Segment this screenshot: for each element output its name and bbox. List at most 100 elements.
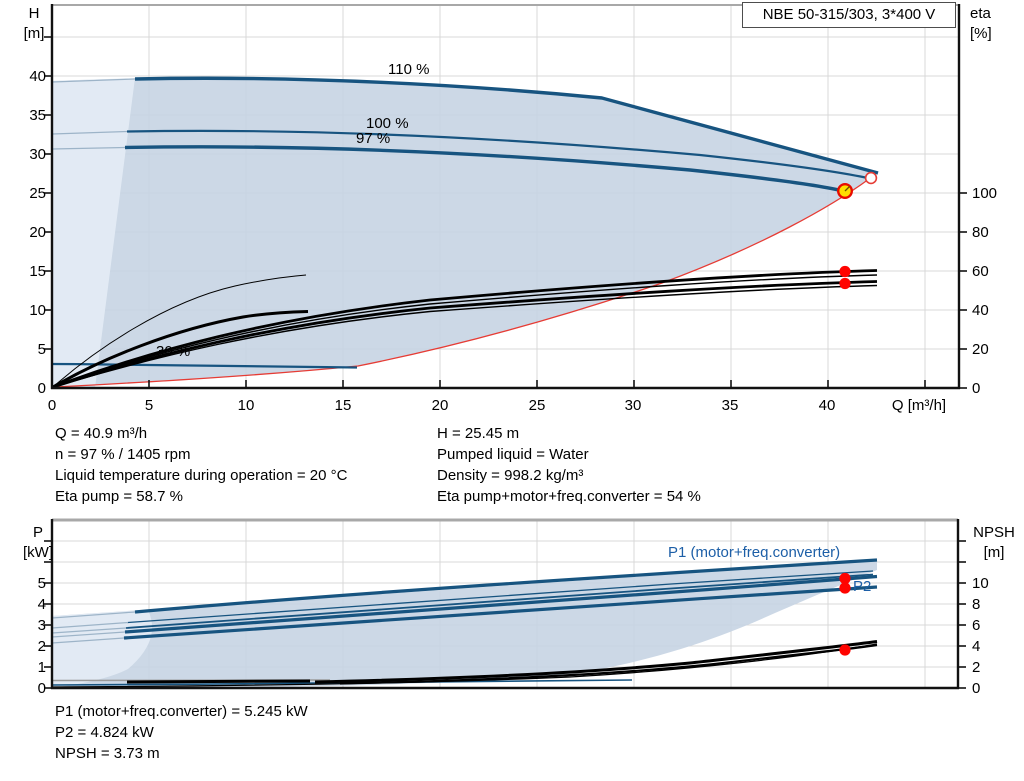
tick-label: 0 xyxy=(38,680,46,697)
flow-limit-curve xyxy=(55,178,870,388)
npsh-curve-lower xyxy=(339,643,878,685)
p1-100pct-curve xyxy=(125,573,874,629)
tick-label: 20 xyxy=(432,397,449,414)
p1-110pct-curve xyxy=(134,558,878,614)
preferred-region xyxy=(52,78,135,388)
info-line-speed: n = 97 % / 1405 rpm xyxy=(55,446,191,463)
eta-total-curve xyxy=(52,280,878,389)
operating-envelope xyxy=(52,78,878,387)
tick-label: 5 xyxy=(145,397,153,414)
curve-97pct xyxy=(124,145,846,194)
tick-label: 60 xyxy=(972,263,989,280)
curve-100pct xyxy=(126,129,871,180)
npsh-tick-labels: 10 8 6 4 2 0 xyxy=(972,575,989,697)
eta-axis-unit: [%] xyxy=(970,25,992,42)
curve-110pct xyxy=(134,76,879,175)
q-tick-labels: 0 5 10 15 20 25 30 35 40 xyxy=(48,397,836,414)
tick-label: 3 xyxy=(38,617,46,634)
npsh-curve-upper xyxy=(314,640,878,684)
p-axis-unit: [kW] xyxy=(23,544,53,561)
npsh-thin-curve xyxy=(51,643,878,688)
tick-label: 5 xyxy=(38,341,46,358)
tick-label: 30 xyxy=(29,146,46,163)
eta-curve-thin-low-speed xyxy=(52,274,307,388)
label-curve-30pct: 30 % xyxy=(156,343,190,360)
tick-label: 40 xyxy=(29,68,46,85)
tick-label: 100 xyxy=(972,185,997,202)
qh-chart: H [m] eta [%] Q [m³/h] 40 35 30 25 20 15… xyxy=(24,4,997,414)
info-line-pumped-liquid: Pumped liquid = Water xyxy=(437,446,589,463)
eta-pump-marker xyxy=(839,265,851,278)
duty-point-marker[interactable] xyxy=(837,182,854,199)
tick-label: 15 xyxy=(335,397,352,414)
info-line-eta-total: Eta pump+motor+freq.converter = 54 % xyxy=(437,488,701,505)
info-line-q: Q = 40.9 m³/h xyxy=(55,425,148,442)
tick-label: 15 xyxy=(29,263,46,280)
tick-label: 30 xyxy=(625,397,642,414)
tick-label: 0 xyxy=(48,397,56,414)
p-axis-title: P xyxy=(33,524,43,541)
npsh-axis-title: NPSH xyxy=(973,524,1015,541)
tick-label: 35 xyxy=(722,397,739,414)
info-line-head: H = 25.45 m xyxy=(437,425,520,442)
qh-axis-ticks xyxy=(44,36,967,389)
pump-title: NBE 50-315/303, 3*400 V xyxy=(762,6,936,23)
tick-label: 0 xyxy=(972,680,980,697)
power-curve-extensions xyxy=(51,611,136,644)
tick-label: 10 xyxy=(972,575,989,592)
h-axis-title: H xyxy=(29,5,40,22)
label-curve-100pct: 100 % xyxy=(366,115,409,132)
tick-label: 20 xyxy=(29,224,46,241)
h-axis-unit: [m] xyxy=(24,25,45,42)
result-line-npsh: NPSH = 3.73 m xyxy=(55,745,160,762)
power-preferred-region xyxy=(52,610,153,688)
qh-frame xyxy=(50,4,961,390)
tick-label: 1 xyxy=(38,659,46,676)
tick-label: 6 xyxy=(972,617,980,634)
p1-duty-marker[interactable] xyxy=(839,572,851,585)
tick-label: 4 xyxy=(38,596,46,613)
q-axis-title: Q [m³/h] xyxy=(892,397,946,414)
eta-axis-title: eta xyxy=(970,5,992,22)
label-p1-curve: P1 (motor+freq.converter) xyxy=(668,544,840,561)
p-tick-labels: 5 4 3 2 1 0 xyxy=(38,575,46,697)
tick-label: 4 xyxy=(972,638,980,655)
info-line-liquid-temp: Liquid temperature during operation = 20… xyxy=(55,467,348,484)
tick-label: 10 xyxy=(238,397,255,414)
tick-label: 40 xyxy=(819,397,836,414)
eta-total-marker xyxy=(839,277,851,290)
p2-97pct-curve xyxy=(123,585,878,640)
result-line-p2: P2 = 4.824 kW xyxy=(55,724,154,741)
curve-extensions xyxy=(51,78,136,150)
duty-info-right: H = 25.45 m Pumped liquid = Water Densit… xyxy=(437,423,701,507)
tick-label: 8 xyxy=(972,596,980,613)
p2-duty-marker[interactable] xyxy=(839,582,851,594)
duty-info-left: Q = 40.9 m³/h n = 97 % / 1405 rpm Liquid… xyxy=(55,423,347,507)
tick-label: 80 xyxy=(972,224,989,241)
power-axis-ticks xyxy=(44,540,966,689)
h-tick-labels: 40 35 30 25 20 15 10 5 0 xyxy=(29,68,46,397)
eta-curve-aux-1 xyxy=(52,274,878,388)
tick-label: 10 xyxy=(29,302,46,319)
label-curve-110pct: 110 % xyxy=(388,61,429,78)
tick-label: 35 xyxy=(29,107,46,124)
tick-label: 25 xyxy=(529,397,546,414)
info-line-eta-pump: Eta pump = 58.7 % xyxy=(55,488,183,505)
npsh-low-speed-segment xyxy=(126,679,311,684)
power-npsh-chart: P [kW] NPSH [m] 5 4 3 2 1 0 10 8 6 4 2 0… xyxy=(23,518,1015,697)
npsh-axis-unit: [m] xyxy=(984,544,1005,561)
tick-label: 0 xyxy=(972,380,980,397)
tick-label: 40 xyxy=(972,302,989,319)
eta-pump-curve xyxy=(52,269,878,389)
npsh-duty-marker[interactable] xyxy=(839,644,851,656)
eta-tick-labels: 100 80 60 40 20 0 xyxy=(972,185,997,397)
tick-label: 25 xyxy=(29,185,46,202)
eta-curve-aux-2 xyxy=(52,284,878,388)
npsh-curves xyxy=(51,640,878,688)
result-line-p1: P1 (motor+freq.converter) = 5.245 kW xyxy=(55,703,308,720)
label-curve-97pct: 97 % xyxy=(356,130,390,147)
p1-97pct-curve xyxy=(124,574,878,634)
info-line-density: Density = 998.2 kg/m³ xyxy=(437,467,584,484)
